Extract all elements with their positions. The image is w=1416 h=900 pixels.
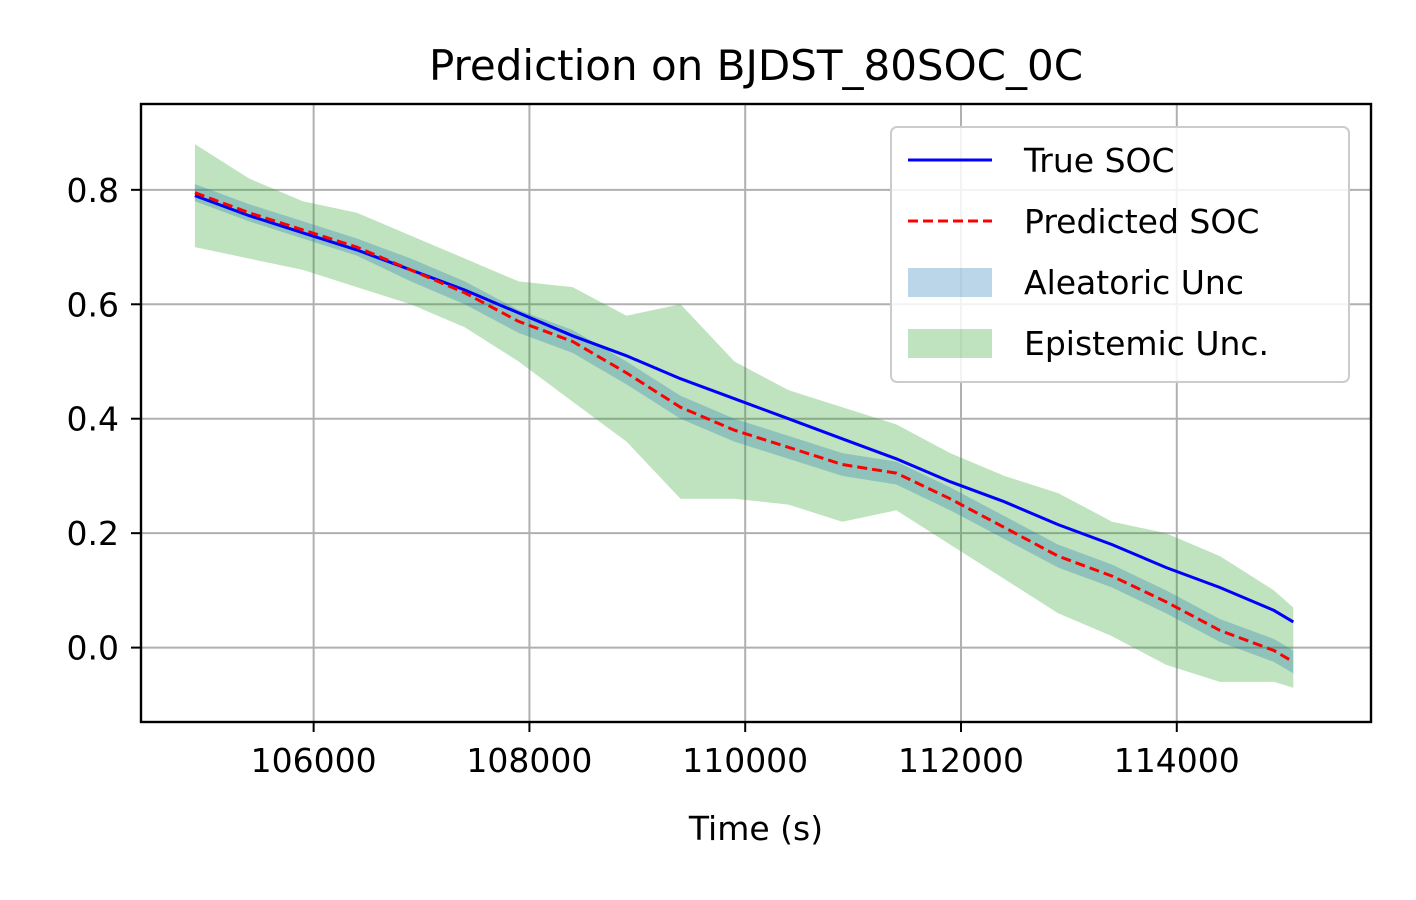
epistemic-band: [194, 144, 1294, 688]
x-tick-label: 106000: [251, 741, 377, 780]
aleatoric-band: [194, 184, 1294, 674]
y-tick-label: 0.0: [67, 629, 119, 668]
axes-frame: [139, 102, 1373, 724]
y-tick-label: 0.6: [67, 285, 119, 324]
x-tick-label: 114000: [1114, 741, 1240, 780]
legend-label: True SOC: [1023, 141, 1175, 180]
predicted-soc-line: [194, 191, 1295, 664]
x-tick-label: 108000: [466, 741, 592, 780]
legend-box: [890, 126, 1350, 383]
y-tick-label: 0.2: [67, 514, 119, 553]
y-tick-label: 0.8: [67, 171, 119, 210]
x-tick-label: 110000: [682, 741, 808, 780]
legend: True SOC Predicted SOC Aleatoric Unc Episte…: [890, 126, 1350, 383]
x-tick-label: 112000: [898, 741, 1024, 780]
plot-area: 106000 108000 110000 112000 114000 0.0 0.2 0.4 0…: [67, 102, 1373, 780]
y-tick-label: 0.4: [67, 400, 119, 439]
legend-label: Aleatoric Unc: [1024, 263, 1244, 302]
legend-swatch-3: [908, 329, 992, 358]
legend-swatch-2: [908, 268, 992, 297]
x-axis-label: Time (s): [688, 809, 823, 848]
legend-label: Predicted SOC: [1024, 202, 1259, 241]
data-layer: [194, 144, 1295, 688]
chart-title: Prediction on BJDST_80SOC_0C: [429, 41, 1083, 90]
legend-label: Epistemic Unc.: [1024, 324, 1269, 363]
